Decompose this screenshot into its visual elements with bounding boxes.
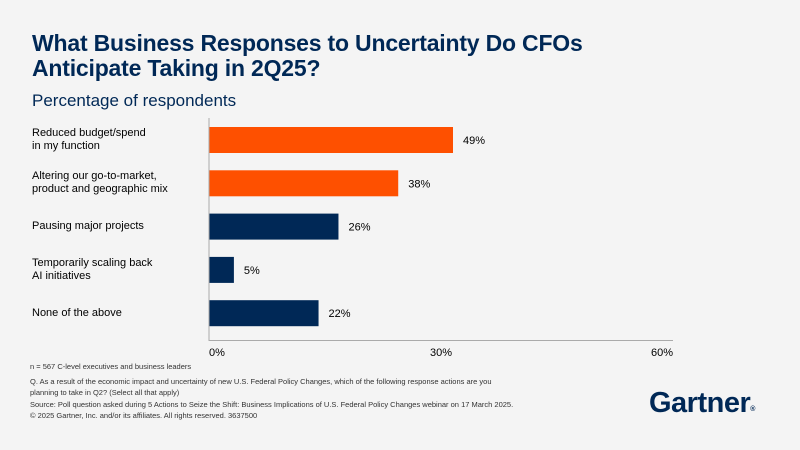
category-label-5: None of the above bbox=[32, 307, 207, 320]
category-label-1: Reduced budget/spend in my function bbox=[32, 127, 207, 153]
data-label-1: 49% bbox=[463, 135, 485, 147]
data-label-4: 5% bbox=[244, 265, 260, 277]
footnote-source: Source: Poll question asked during 5 Act… bbox=[30, 400, 514, 409]
x-tick-label: 0% bbox=[209, 347, 225, 359]
x-tick-label: 60% bbox=[651, 347, 673, 359]
registered-mark: ® bbox=[750, 406, 755, 413]
category-label-3: Pausing major projects bbox=[32, 220, 207, 233]
data-label-3: 26% bbox=[348, 222, 370, 234]
gartner-logo: Gartner® bbox=[649, 387, 755, 420]
category-label-line: in my function bbox=[32, 140, 100, 152]
chart-subtitle: Percentage of respondents bbox=[32, 91, 237, 110]
category-label-4: Temporarily scaling back AI initiatives bbox=[32, 257, 207, 283]
bar-3 bbox=[209, 213, 339, 240]
bar-2 bbox=[209, 170, 399, 197]
category-label-line: Pausing major projects bbox=[32, 220, 144, 233]
data-label-2: 38% bbox=[408, 178, 430, 190]
footnote-copyright: © 2025 Gartner, Inc. and/or its affiliat… bbox=[30, 411, 258, 420]
bar-5 bbox=[209, 300, 319, 327]
category-label-2: Altering our go-to-market, product and ge… bbox=[32, 170, 207, 196]
footnote-sample: n = 567 C-level executives and business … bbox=[30, 362, 192, 371]
x-tick-label: 30% bbox=[430, 347, 452, 359]
category-label-line: Temporarily scaling back bbox=[32, 256, 153, 269]
logo-text: Gartner bbox=[649, 387, 751, 419]
footnote-question-line2: planning to take in Q2? (Select all that… bbox=[30, 388, 180, 397]
bar-4 bbox=[209, 256, 234, 283]
category-label-line: Reduced budget/spend bbox=[32, 127, 146, 139]
category-label-line: None of the above bbox=[32, 306, 122, 319]
footnote-question-line1: Q. As a result of the economic impact an… bbox=[30, 377, 492, 386]
data-label-5: 22% bbox=[329, 308, 351, 320]
category-label-line: product and geographic mix bbox=[32, 183, 168, 196]
category-label-line: AI initiatives bbox=[32, 269, 91, 282]
bar-1 bbox=[209, 127, 453, 153]
chart-title: What Business Responses to Uncertainty D… bbox=[32, 30, 583, 81]
category-label-line: Altering our go-to-market, bbox=[32, 170, 157, 183]
